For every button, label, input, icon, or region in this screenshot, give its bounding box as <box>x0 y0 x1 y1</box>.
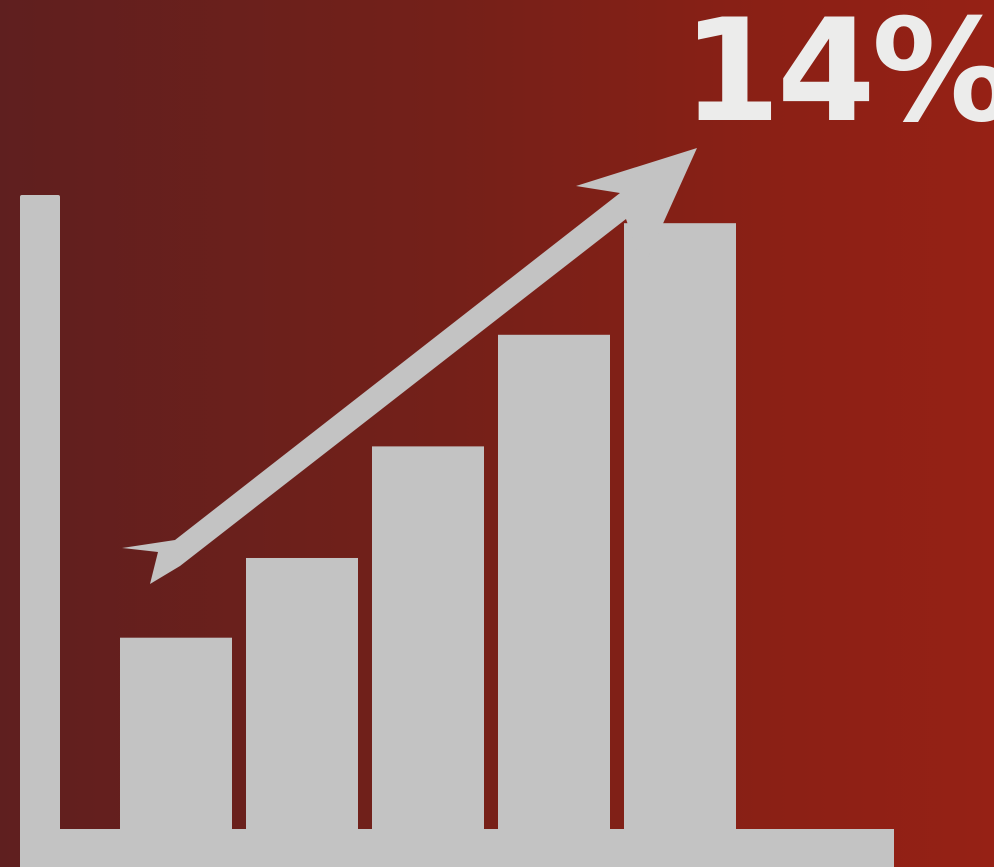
bar-4 <box>498 334 610 831</box>
bars-group <box>120 223 736 831</box>
y-axis-line <box>20 195 60 867</box>
percent-label: 14% <box>682 0 994 154</box>
bar-5 <box>624 223 736 831</box>
x-axis-baseline <box>20 829 894 867</box>
bar-1 <box>120 637 232 831</box>
bar-2 <box>246 557 358 831</box>
bar-3 <box>372 446 484 831</box>
trend-arrow-icon <box>122 148 697 584</box>
